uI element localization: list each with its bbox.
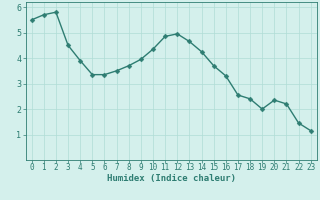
- X-axis label: Humidex (Indice chaleur): Humidex (Indice chaleur): [107, 174, 236, 183]
